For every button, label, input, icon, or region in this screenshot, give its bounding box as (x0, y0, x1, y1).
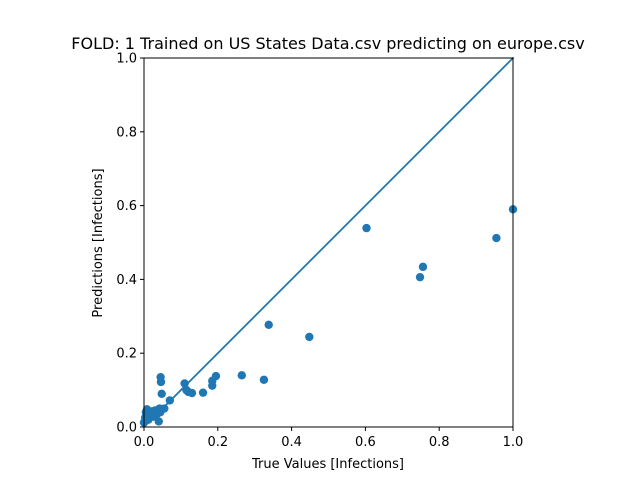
x-tick-label: 0.0 (134, 435, 155, 450)
x-tick-label: 1.0 (503, 435, 524, 450)
reference-line (142, 56, 515, 429)
data-point (264, 320, 273, 329)
data-point (187, 388, 197, 398)
y-tick-label: 0.8 (116, 125, 137, 140)
data-point (305, 332, 314, 342)
data-point (165, 396, 175, 405)
data-point (198, 388, 208, 397)
data-point (237, 371, 246, 380)
data-point (362, 223, 371, 233)
x-tick-label: 0.2 (207, 435, 228, 450)
x-axis-label: True Values [Infections] (251, 457, 404, 472)
y-tick-label: 0.4 (116, 273, 137, 288)
y-axis-label: Predictions [Infections] (91, 168, 106, 317)
data-point (157, 389, 166, 398)
y-tick-label: 0.6 (116, 199, 137, 214)
data-point (156, 377, 166, 387)
y-tick-label: 0.0 (116, 421, 137, 436)
data-point (180, 379, 189, 388)
axes-frame (143, 57, 514, 428)
y-tick-label: 0.2 (116, 347, 137, 362)
x-axis-ticks: 0.0 0.2 0.4 0.6 0.8 1.0 (134, 427, 524, 450)
x-tick-label: 0.8 (429, 435, 450, 450)
y-tick-label: 1.0 (116, 52, 137, 67)
chart-title: FOLD: 1 Trained on US States Data.csv pr… (71, 34, 584, 53)
plot-area (139, 56, 518, 429)
x-tick-label: 0.6 (355, 435, 376, 450)
x-tick-label: 0.4 (281, 435, 302, 450)
y-axis-ticks: 0.0 0.2 0.4 0.6 0.8 1.0 (116, 52, 144, 436)
data-point (418, 262, 428, 272)
data-point (415, 272, 425, 282)
data-point (154, 417, 163, 426)
data-point (259, 375, 269, 384)
data-point (211, 371, 221, 381)
data-points (139, 205, 518, 427)
data-point (492, 233, 501, 243)
data-point (160, 404, 169, 413)
